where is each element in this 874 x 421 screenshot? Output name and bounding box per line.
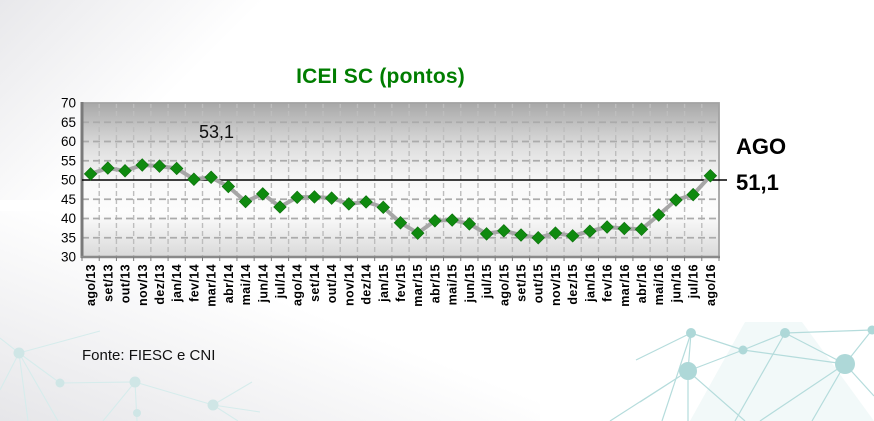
x-axis-label: mai/16 [652,264,666,305]
data-point [617,221,632,236]
x-axis-label: set/15 [515,264,529,302]
data-point [359,195,373,209]
wedge-shape [690,322,874,421]
data-point [531,231,545,245]
data-point [169,161,184,176]
data-point [393,216,408,230]
x-axis-label: jul/16 [687,264,701,299]
x-axis-label: jun/15 [463,264,477,304]
x-axis-label: mar/14 [205,264,219,307]
data-point [583,224,597,238]
data-point [135,158,149,172]
data-point [445,213,459,227]
data-point [187,172,201,186]
x-axis-label: set/13 [101,264,115,302]
y-axis-label: 65 [61,115,76,130]
x-axis-label: nov/14 [342,264,356,306]
x-axis-label: jul/14 [273,264,287,299]
data-point [410,226,425,240]
network-nodes-right [679,325,874,380]
data-point [548,226,563,240]
network-edges-right [609,329,874,421]
y-axis-label: 35 [61,230,76,245]
data-point [565,229,580,243]
x-axis-label: jan/14 [170,264,184,303]
x-axis-label: ago/15 [497,264,511,306]
data-point [652,208,666,222]
data-point [204,170,218,185]
y-axis-label: 40 [61,211,76,226]
x-axis-label: fev/16 [601,264,615,302]
data-point [101,161,115,175]
x-axis-label: fev/14 [187,264,201,302]
data-point [83,167,98,181]
annotation-latest: AGO 51,1 [736,129,786,201]
data-point [118,164,132,178]
x-axis-label: jul/15 [480,264,494,299]
data-point [497,224,511,238]
latest-value-label: 51,1 [736,170,779,195]
x-axis-label: out/15 [532,264,546,303]
x-axis-label: abr/14 [222,264,236,303]
x-axis-label: fev/15 [394,264,408,302]
x-axis-label: jan/15 [377,264,391,303]
x-axis-label: set/14 [308,264,322,302]
source-note: Fonte: FIESC e CNI [82,347,216,364]
x-axis-label: mai/15 [446,264,460,305]
x-axis-label: jun/16 [669,264,683,304]
x-axis-label: out/13 [119,264,133,303]
data-point [152,159,167,173]
network-edges-left [0,330,261,421]
x-axis-label: ago/16 [704,264,718,306]
x-axis-label: dez/15 [566,264,580,305]
x-axis-label: nov/13 [136,264,150,306]
data-point [686,187,700,202]
x-axis-label: jan/16 [583,264,597,303]
x-axis-label: nov/15 [549,264,563,306]
y-axis-label: 60 [61,134,76,149]
data-point [600,220,614,234]
chart-title: ICEI SC (pontos) [296,65,465,88]
y-axis-label: 30 [61,250,76,265]
x-axis-label: out/14 [325,264,339,303]
x-axis-label: jun/14 [256,264,270,304]
x-axis-label: mai/14 [239,264,253,305]
y-axis-label: 50 [61,173,76,188]
data-point [238,194,253,209]
x-axis-label: abr/16 [635,264,649,303]
x-axis-label: mar/15 [411,264,425,307]
data-point [634,222,649,237]
y-axis-label: 55 [61,153,76,168]
data-point [324,191,339,205]
x-axis-label: ago/14 [291,264,305,306]
data-point [342,197,356,211]
data-point [273,200,287,214]
x-axis-label: dez/13 [153,264,167,305]
data-point [514,228,528,242]
data-point [479,227,494,241]
latest-month-label: AGO [736,134,787,159]
y-axis-label: 45 [61,192,76,207]
network-nodes-left [13,347,219,417]
data-point [256,187,270,201]
x-axis-label: mar/16 [618,264,632,307]
data-point [290,190,304,205]
data-point [376,200,391,215]
data-point [703,169,718,183]
data-point [307,190,322,204]
data-point [428,214,442,228]
data-point [221,179,236,194]
data-point [462,217,477,231]
annotation-value-531: 53,1 [199,122,235,142]
data-point [669,193,683,207]
x-axis-label: dez/14 [360,264,374,305]
y-axis-label: 70 [61,96,76,111]
x-axis-label: abr/15 [428,264,442,303]
x-axis-label: ago/13 [84,264,98,306]
